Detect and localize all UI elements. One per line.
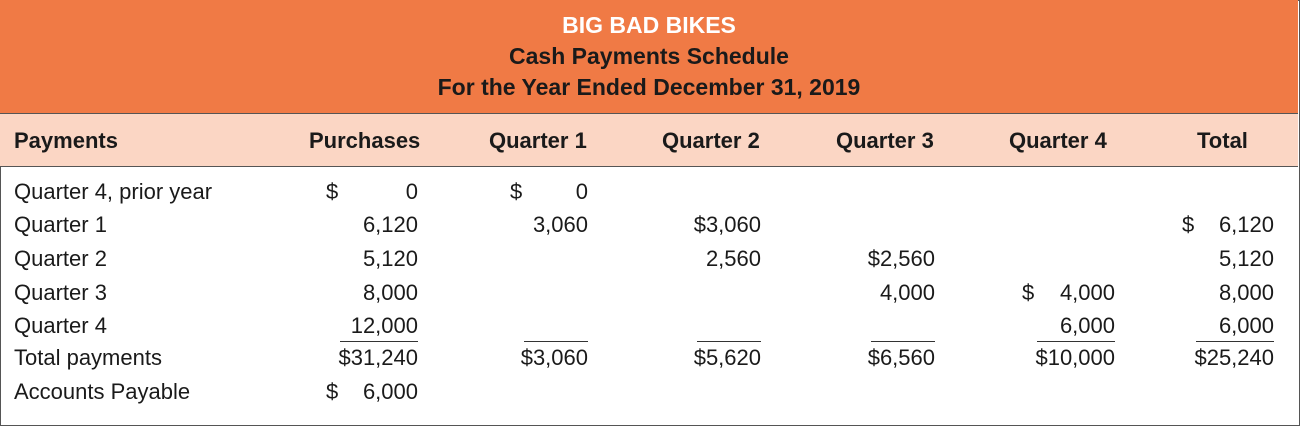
purchases-cell: 12,000 [350, 313, 418, 338]
total-underline [1196, 341, 1274, 342]
schedule-title: Cash Payments Schedule [509, 43, 789, 69]
quarter-1-cell: $3,060 [520, 345, 588, 370]
quarter-4-cell: 4,000 [1059, 280, 1115, 305]
currency-symbol: $ [326, 179, 339, 204]
total-underline [871, 341, 935, 342]
header-purchases: Purchases [309, 128, 421, 153]
header-quarter-3: Quarter 3 [836, 128, 934, 153]
quarter-4-cell: 6,000 [1059, 313, 1115, 338]
quarter-2-cell: 2,560 [705, 246, 761, 271]
total-cell: 5,120 [1218, 246, 1274, 271]
header-total: Total [1197, 128, 1248, 153]
schedule-period: For the Year Ended December 31, 2019 [437, 74, 861, 100]
purchases-cell: 6,000 [362, 379, 418, 404]
total-underline [697, 341, 761, 342]
total-cell: 6,000 [1218, 313, 1274, 338]
quarter-3-cell: 4,000 [879, 280, 935, 305]
row-label: Quarter 3 [14, 280, 107, 305]
total-cell: 8,000 [1218, 280, 1274, 305]
total-underline [1037, 341, 1115, 342]
row-label: Accounts Payable [14, 379, 191, 404]
currency-symbol: $ [1022, 280, 1035, 305]
quarter-1-cell: 3,060 [532, 212, 588, 237]
currency-symbol: $ [326, 379, 339, 404]
purchases-cell: 0 [405, 179, 418, 204]
total-underline [340, 341, 418, 342]
column-header-row [0, 114, 1298, 167]
total-cell: $25,240 [1194, 345, 1274, 370]
title-band [0, 0, 1298, 114]
quarter-4-cell: $10,000 [1035, 345, 1115, 370]
row-label: Quarter 4, prior year [14, 179, 213, 204]
quarter-2-cell: $3,060 [693, 212, 761, 237]
purchases-cell: 6,120 [362, 212, 418, 237]
total-underline [524, 341, 588, 342]
header-quarter-1: Quarter 1 [489, 128, 587, 153]
quarter-3-cell: $2,560 [867, 246, 935, 271]
header-quarter-2: Quarter 2 [662, 128, 760, 153]
purchases-cell: 5,120 [362, 246, 418, 271]
header-payments: Payments [14, 128, 118, 153]
company-name: BIG BAD BIKES [562, 12, 736, 38]
quarter-1-cell: 0 [575, 179, 588, 204]
purchases-cell: 8,000 [362, 280, 418, 305]
purchases-cell: $31,240 [338, 345, 418, 370]
row-label: Quarter 4 [14, 313, 107, 338]
row-label: Quarter 2 [14, 246, 107, 271]
header-quarter-4: Quarter 4 [1009, 128, 1107, 153]
total-cell: 6,120 [1218, 212, 1274, 237]
currency-symbol: $ [510, 179, 523, 204]
row-label: Quarter 1 [14, 212, 107, 237]
currency-symbol: $ [1182, 212, 1195, 237]
quarter-3-cell: $6,560 [867, 345, 935, 370]
quarter-2-cell: $5,620 [693, 345, 761, 370]
row-label: Total payments [14, 345, 162, 370]
